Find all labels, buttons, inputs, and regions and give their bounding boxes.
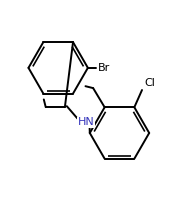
Text: HN: HN: [78, 117, 94, 127]
Text: Br: Br: [97, 63, 110, 73]
Text: Cl: Cl: [144, 78, 155, 88]
